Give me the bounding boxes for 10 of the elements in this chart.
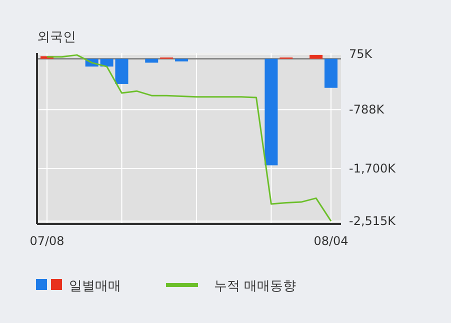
x-tick-label: 08/04 (314, 234, 348, 248)
y-tick-label: -788K (349, 102, 386, 117)
x-tick-label: 07/08 (30, 234, 64, 248)
y-tick-label: -2,515K (349, 214, 397, 228)
y-tick-label: 75K (349, 46, 374, 61)
legend-label: 일별매매 (69, 279, 121, 294)
line-series (46, 54, 332, 222)
chart-title: 외국인 (37, 30, 76, 45)
y-tick-label: -1,700K (349, 162, 397, 176)
legend-label: 누적 매매동향 (214, 279, 296, 294)
